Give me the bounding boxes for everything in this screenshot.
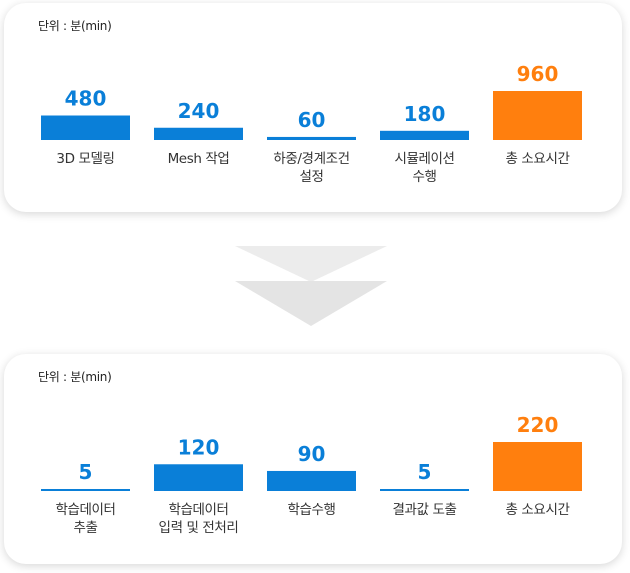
data-label: 5 [418, 460, 432, 484]
data-label: 960 [517, 62, 559, 86]
data-label: 90 [298, 442, 326, 466]
down-arrow-icon [235, 246, 387, 326]
data-label: 5 [79, 460, 93, 484]
bar [380, 489, 469, 491]
data-label: 240 [178, 99, 220, 123]
process-card-before: 단위 : 분(min) 480 240 60 180 960 3D 모델링 Mesh 작업… [4, 3, 622, 212]
data-label: 120 [178, 435, 220, 459]
bar-chart-after: 5 120 90 5 220 [41, 413, 582, 491]
bar [267, 470, 356, 491]
chevron-down-icon [235, 281, 387, 326]
category-label: 결과값 도출 [392, 502, 457, 518]
category-label: Mesh 작업 [167, 151, 230, 167]
data-label: 480 [65, 87, 107, 111]
process-card-after: 단위 : 분(min) 5 120 90 5 220 학습데이터 추출 학습데이터 입력 … [4, 354, 622, 564]
category-label: 총 소요시간 [505, 151, 570, 167]
bar-total [493, 442, 582, 491]
unit-label: 단위 : 분(min) [38, 370, 112, 384]
category-label: 총 소요시간 [505, 502, 570, 518]
bar [41, 115, 130, 140]
chevron-down-icon [235, 246, 387, 282]
bar-total [493, 91, 582, 140]
category-label: 하중/경계조건 설정 [273, 151, 350, 185]
category-label: 3D 모델링 [56, 151, 115, 167]
category-label: 학습수행 [287, 502, 336, 518]
category-label: 시뮬레이션 수행 [394, 151, 455, 185]
category-label: 학습데이터 입력 및 전처리 [158, 502, 239, 536]
category-label: 학습데이터 추출 [55, 502, 116, 536]
bar [154, 127, 243, 140]
bar-chart-before: 480 240 60 180 960 [41, 62, 582, 140]
bar [154, 464, 243, 491]
bar [41, 489, 130, 491]
bar [380, 130, 469, 140]
bar [267, 136, 356, 140]
data-label: 180 [404, 102, 446, 126]
unit-label: 단위 : 분(min) [38, 19, 112, 33]
data-label: 220 [517, 413, 559, 437]
data-label: 60 [298, 108, 326, 132]
